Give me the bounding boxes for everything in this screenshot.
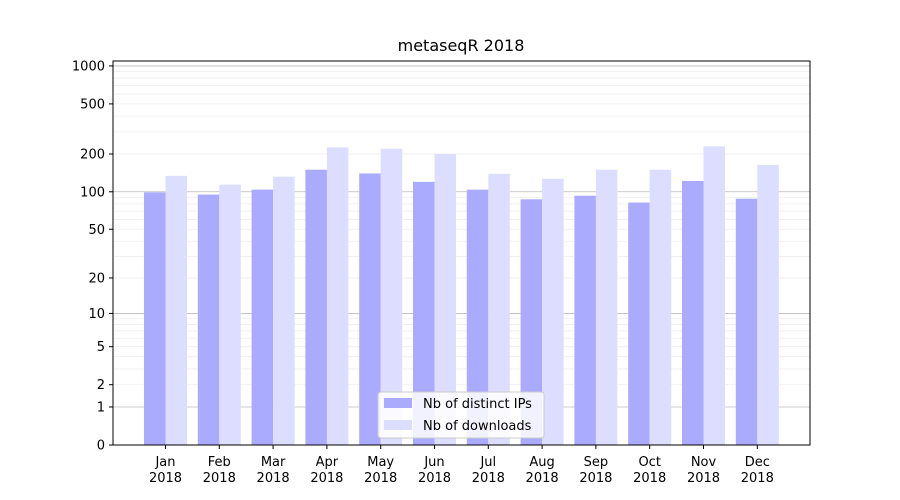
y-axis: 0 1 2 5 10 20 50 100 200 500 1000: [72, 59, 113, 454]
bar: [574, 195, 596, 445]
bar: [488, 173, 510, 445]
x-tick-label: Mar 2018: [257, 455, 290, 486]
bar: [380, 148, 403, 445]
y-tick-label: 2: [97, 378, 105, 393]
x-tick-label: Dec 2018: [741, 455, 774, 486]
bar: [413, 181, 435, 445]
bar: [542, 178, 564, 445]
y-tick-label: 10: [88, 307, 105, 322]
x-axis: Jan 2018 Feb 2018 Mar 2018 Apr 2018 May 2018 Jun 20…: [149, 445, 774, 486]
bar: [359, 173, 381, 445]
bar: [165, 175, 187, 446]
y-tick-label: 500: [80, 97, 105, 112]
bar: [649, 169, 672, 445]
plot-frame: [112, 60, 811, 446]
x-tick-label: Oct 2018: [633, 455, 666, 486]
y-tick-label: 1000: [72, 59, 105, 74]
y-tick-label: 20: [88, 271, 105, 286]
x-tick-label: Aug 2018: [526, 455, 559, 486]
x-tick-label: Nov 2018: [687, 455, 720, 486]
x-tick-label: May 2018: [364, 455, 397, 486]
x-tick-label: Jul 2018: [472, 455, 505, 486]
legend-swatch-ips: [384, 398, 412, 408]
legend: Nb of distinct IPs Nb of downloads: [377, 391, 545, 439]
x-tick-label: Jan 2018: [149, 455, 182, 486]
legend-swatch-downloads: [384, 420, 412, 430]
chart-title: metaseqR 2018: [398, 36, 525, 55]
bar: [251, 189, 274, 445]
x-tick-label: Apr 2018: [310, 455, 343, 486]
legend-label-ips: Nb of distinct IPs: [423, 397, 532, 412]
bars: [144, 146, 779, 446]
bar: [273, 176, 295, 445]
bar: [144, 192, 166, 445]
bar: [735, 198, 758, 445]
y-tick-label: 1: [97, 400, 105, 415]
bar: [757, 164, 779, 445]
bar: [703, 146, 725, 445]
x-tick-label: Sep 2018: [579, 455, 612, 486]
y-tick-label: 50: [88, 223, 105, 238]
bar: [305, 169, 327, 445]
bar: [682, 180, 704, 445]
bar: [466, 189, 489, 445]
bar: [628, 202, 650, 445]
bar: [326, 147, 349, 446]
bar: [434, 154, 456, 445]
x-tick-label: Feb 2018: [203, 455, 236, 486]
bar: [197, 194, 220, 445]
bar: [219, 184, 241, 446]
y-tick-label: 200: [80, 148, 105, 163]
y-tick-label: 100: [80, 185, 105, 200]
y-tick-label: 0: [97, 439, 105, 454]
bar: [595, 169, 618, 445]
legend-box: [377, 391, 545, 439]
legend-label-downloads: Nb of downloads: [423, 419, 532, 434]
x-tick-label: Jun 2018: [418, 455, 451, 486]
bar: [520, 199, 543, 445]
y-tick-label: 5: [97, 340, 105, 355]
